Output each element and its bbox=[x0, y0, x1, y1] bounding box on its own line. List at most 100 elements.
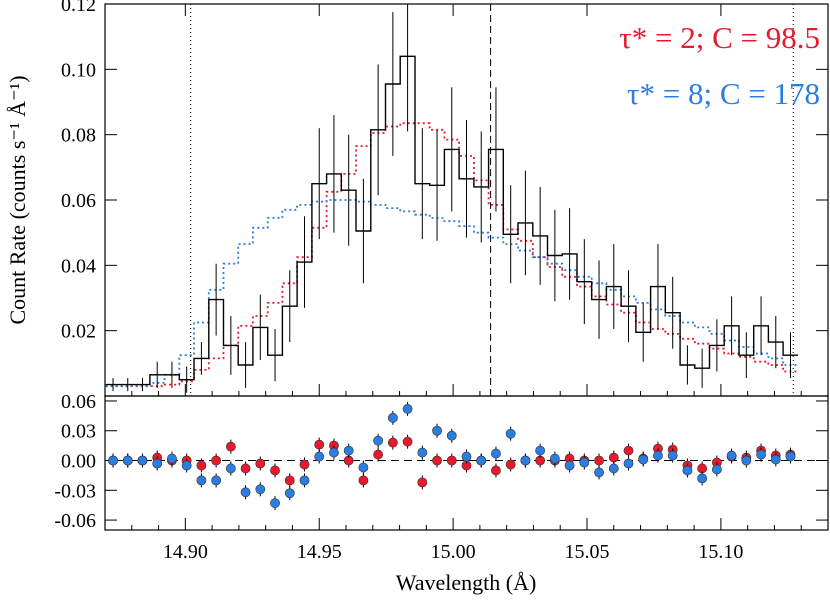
residual-point-tau-2 bbox=[225, 441, 236, 452]
residual-point-tau-8 bbox=[329, 447, 339, 458]
residual-points bbox=[108, 401, 796, 511]
residual-point-tau-8 bbox=[225, 463, 236, 474]
residual-point-tau-2 bbox=[623, 445, 634, 456]
bottom-y-tick-label: 0.00 bbox=[61, 451, 96, 473]
residual-point-tau-8 bbox=[446, 430, 457, 441]
top-panel: 0.02 0.04 0.06 0.08 0.10 0.12 τ* = 2; C = 98.… bbox=[61, 0, 829, 397]
residual-point-tau-8 bbox=[240, 487, 251, 498]
residual-point-tau-2 bbox=[387, 437, 398, 448]
top-data-histogram bbox=[105, 4, 798, 393]
residual-point-tau-8 bbox=[726, 450, 737, 461]
bottom-y-tick-label: -0.03 bbox=[54, 480, 96, 502]
residual-point-tau-2 bbox=[314, 439, 325, 450]
residual-point-tau-8 bbox=[417, 447, 428, 458]
residual-point-tau-8 bbox=[608, 463, 619, 474]
residual-point-tau-2 bbox=[196, 460, 207, 471]
x-tick-label: 15.05 bbox=[565, 541, 610, 563]
residual-point-tau-8 bbox=[270, 498, 280, 509]
top-y-tick-label: 0.10 bbox=[61, 59, 96, 81]
residual-point-tau-2 bbox=[402, 436, 413, 447]
residual-point-tau-8 bbox=[137, 455, 148, 466]
residual-point-tau-8 bbox=[373, 435, 384, 446]
residual-point-tau-8 bbox=[387, 412, 398, 423]
top-y-ticks: 0.02 0.04 0.06 0.08 0.10 0.12 bbox=[61, 0, 828, 396]
residual-point-tau-8 bbox=[108, 455, 118, 466]
legend: τ* = 2; C = 98.5 τ* = 8; C = 178 bbox=[619, 20, 820, 111]
residual-point-tau-2 bbox=[417, 477, 428, 488]
top-y-tick-label: 0.08 bbox=[61, 125, 96, 147]
residual-point-tau-2 bbox=[432, 455, 442, 466]
residual-point-tau-8 bbox=[284, 488, 295, 499]
model-curve-tau-8 bbox=[105, 199, 798, 388]
residual-point-tau-8 bbox=[594, 467, 604, 478]
residual-point-tau-2 bbox=[358, 475, 369, 486]
residual-point-tau-8 bbox=[505, 428, 516, 439]
residual-point-tau-8 bbox=[667, 450, 678, 461]
residual-point-tau-8 bbox=[682, 465, 693, 476]
residual-point-tau-2 bbox=[608, 452, 619, 463]
residual-point-tau-8 bbox=[211, 475, 222, 486]
residual-point-tau-2 bbox=[255, 458, 266, 469]
residual-point-tau-8 bbox=[770, 454, 781, 465]
residual-point-tau-8 bbox=[358, 462, 369, 473]
residual-point-tau-8 bbox=[461, 451, 472, 462]
residual-point-tau-2 bbox=[505, 459, 516, 470]
bottom-y-tick-label: -0.06 bbox=[54, 510, 96, 532]
x-tick-label: 14.95 bbox=[297, 541, 342, 563]
legend-entry: τ* = 2; C = 98.5 bbox=[619, 20, 820, 55]
residual-point-tau-8 bbox=[167, 453, 177, 464]
residual-point-tau-2 bbox=[373, 449, 384, 460]
residual-point-tau-8 bbox=[314, 451, 325, 462]
legend-entry: τ* = 8; C = 178 bbox=[627, 76, 820, 111]
residual-point-tau-8 bbox=[343, 445, 354, 456]
top-y-tick-label: 0.12 bbox=[61, 0, 96, 16]
residual-point-tau-8 bbox=[579, 457, 590, 468]
residual-point-tau-8 bbox=[711, 464, 722, 475]
residual-point-tau-8 bbox=[432, 425, 442, 436]
x-tick-label: 15.00 bbox=[431, 541, 476, 563]
x-tick-label: 15.10 bbox=[698, 541, 743, 563]
residual-point-tau-2 bbox=[491, 465, 501, 476]
top-reference-lines bbox=[190, 4, 794, 396]
bottom-y-tick-label: 0.06 bbox=[61, 391, 96, 413]
residual-point-tau-2 bbox=[270, 465, 280, 476]
top-y-tick-label: 0.02 bbox=[61, 321, 96, 343]
bottom-plot-frame bbox=[104, 395, 829, 531]
residual-point-tau-8 bbox=[476, 455, 487, 466]
residual-point-tau-8 bbox=[299, 475, 310, 486]
residual-point-tau-2 bbox=[299, 459, 310, 470]
residual-point-tau-2 bbox=[446, 455, 457, 466]
residual-point-tau-8 bbox=[535, 445, 546, 456]
residual-point-tau-8 bbox=[549, 453, 560, 464]
top-y-tick-label: 0.04 bbox=[61, 255, 96, 277]
x-tick-label: 14.90 bbox=[163, 541, 208, 563]
residual-point-tau-8 bbox=[255, 484, 266, 495]
y-axis-label: Count Rate (counts s⁻¹ Å⁻¹) bbox=[5, 75, 30, 324]
residual-point-tau-8 bbox=[756, 449, 766, 460]
residual-point-tau-8 bbox=[520, 455, 531, 466]
bottom-ticks: 0.06 0.03 0.00 -0.03 -0.06 14.90 14.95 15.00 15.… bbox=[54, 391, 828, 563]
residual-point-tau-8 bbox=[785, 451, 796, 462]
residual-point-tau-8 bbox=[122, 455, 133, 466]
residual-point-tau-2 bbox=[211, 455, 222, 466]
residual-point-tau-8 bbox=[181, 460, 192, 471]
bottom-y-tick-label: 0.03 bbox=[61, 421, 96, 443]
top-y-tick-label: 0.06 bbox=[61, 190, 96, 212]
x-axis-label: Wavelength (Å) bbox=[396, 570, 537, 595]
data-histogram bbox=[105, 55, 798, 386]
residual-point-tau-8 bbox=[623, 458, 634, 469]
residual-point-tau-8 bbox=[196, 475, 207, 486]
residual-point-tau-2 bbox=[284, 475, 295, 486]
residual-point-tau-8 bbox=[402, 404, 413, 414]
residual-point-tau-8 bbox=[638, 454, 649, 465]
residual-point-tau-8 bbox=[152, 458, 163, 469]
residual-point-tau-8 bbox=[697, 473, 708, 484]
residual-point-tau-8 bbox=[653, 450, 663, 461]
residual-point-tau-8 bbox=[741, 455, 752, 466]
residual-point-tau-2 bbox=[594, 455, 604, 466]
residual-point-tau-8 bbox=[564, 460, 575, 471]
residual-point-tau-2 bbox=[240, 463, 251, 474]
bottom-panel: 0.06 0.03 0.00 -0.03 -0.06 14.90 14.95 15.00 15.… bbox=[54, 391, 829, 563]
residual-point-tau-8 bbox=[491, 448, 501, 459]
